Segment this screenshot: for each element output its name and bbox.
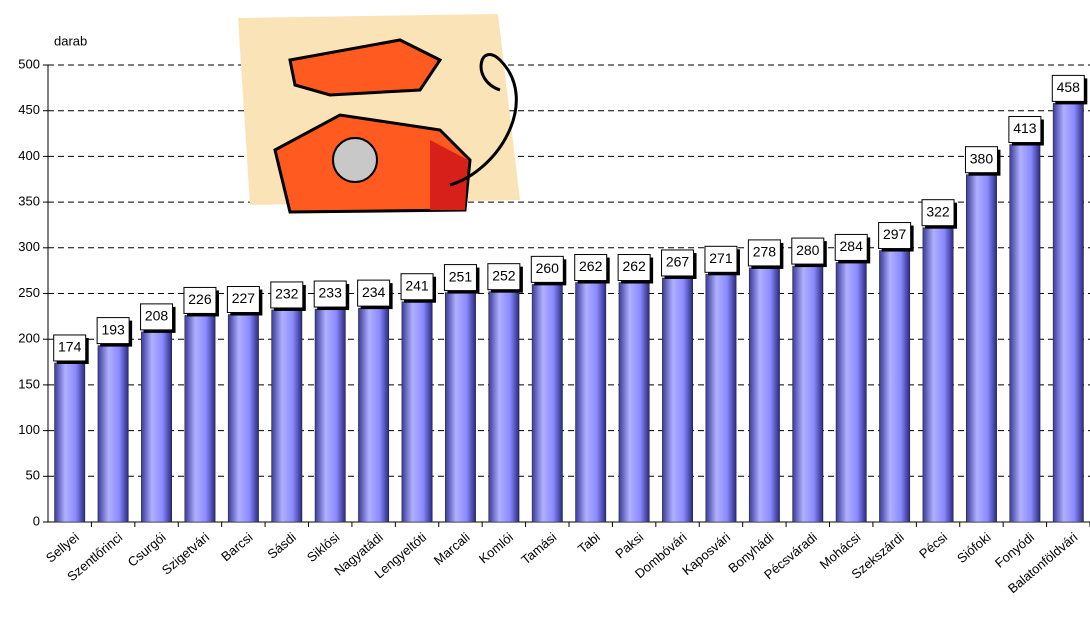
bar: [836, 262, 866, 522]
data-label: 284: [840, 238, 864, 254]
y-axis-label: darab: [54, 33, 87, 48]
bar: [272, 310, 302, 522]
bar: [532, 284, 562, 522]
bar: [879, 251, 909, 522]
data-label: 227: [232, 290, 256, 306]
data-label: 252: [492, 267, 516, 283]
bar: [55, 363, 85, 522]
data-label: 322: [926, 203, 950, 219]
data-label: 278: [753, 244, 777, 260]
bar: [619, 283, 649, 522]
data-label: 233: [319, 285, 343, 301]
x-tick-label: Paksi: [612, 529, 646, 561]
y-tick-label: 500: [18, 56, 40, 71]
x-tick-label: Tamási: [518, 529, 559, 567]
bar: [662, 278, 692, 522]
bar: [749, 268, 779, 522]
data-label: 267: [666, 254, 690, 270]
y-tick-label: 50: [26, 468, 40, 483]
bar: [793, 266, 823, 522]
x-tick-label: Szigetvári: [159, 529, 212, 577]
x-tick-label: Barcsi: [218, 529, 255, 564]
data-label: 413: [1013, 120, 1037, 136]
data-label: 193: [101, 321, 125, 337]
y-tick-label: 100: [18, 422, 40, 437]
data-label: 174: [58, 339, 82, 355]
data-label: 297: [883, 226, 907, 242]
chart: darab 0 50 100 150 200 250 300 350 400 450 500 Sel…: [0, 0, 1090, 639]
bar: [1010, 145, 1040, 522]
data-label: 208: [145, 308, 169, 324]
bar: [402, 302, 432, 522]
y-tick-label: 350: [18, 194, 40, 209]
bar: [706, 274, 736, 522]
data-label: 280: [796, 242, 820, 258]
data-label: 260: [536, 260, 560, 276]
y-tick-label: 150: [18, 376, 40, 391]
bar: [358, 308, 388, 522]
data-label: 241: [405, 277, 429, 293]
x-tick-label: Kaposvári: [679, 529, 733, 578]
y-tick-label: 450: [18, 102, 40, 117]
data-label: 226: [188, 291, 212, 307]
data-label: 232: [275, 286, 299, 302]
bar: [185, 315, 215, 522]
x-tick-label: Sellyei: [43, 529, 82, 565]
data-label: 271: [709, 250, 733, 266]
y-tick-label: 250: [18, 285, 40, 300]
bar: [576, 283, 606, 522]
x-tick-label: Komlói: [476, 529, 516, 566]
data-label: 262: [579, 258, 603, 274]
y-tick-label: 400: [18, 148, 40, 163]
bar: [1053, 103, 1083, 522]
bar: [141, 332, 171, 522]
x-tick-label: Tabi: [575, 529, 603, 556]
data-label: 234: [362, 284, 386, 300]
data-label: 380: [970, 150, 994, 166]
y-tick-label: 0: [33, 513, 40, 528]
bar: [98, 346, 128, 522]
data-label: 458: [1057, 79, 1081, 95]
data-label: 251: [449, 268, 473, 284]
telephone-clipart: [238, 14, 520, 212]
x-tick-label: Marcali: [431, 529, 473, 567]
bar: [489, 292, 519, 522]
bar: [445, 293, 475, 522]
x-tick-label: Siklósi: [304, 529, 343, 565]
bar: [966, 175, 996, 522]
y-tick-label: 200: [18, 331, 40, 346]
bar: [315, 309, 345, 522]
x-tick-label: Pécsi: [916, 529, 950, 561]
bar: [228, 315, 258, 522]
bar: [923, 228, 953, 522]
data-label: 262: [622, 258, 646, 274]
x-tick-label: Siófoki: [954, 529, 994, 566]
y-tick-label: 300: [18, 239, 40, 254]
x-tick-label: Sásdi: [264, 529, 299, 561]
